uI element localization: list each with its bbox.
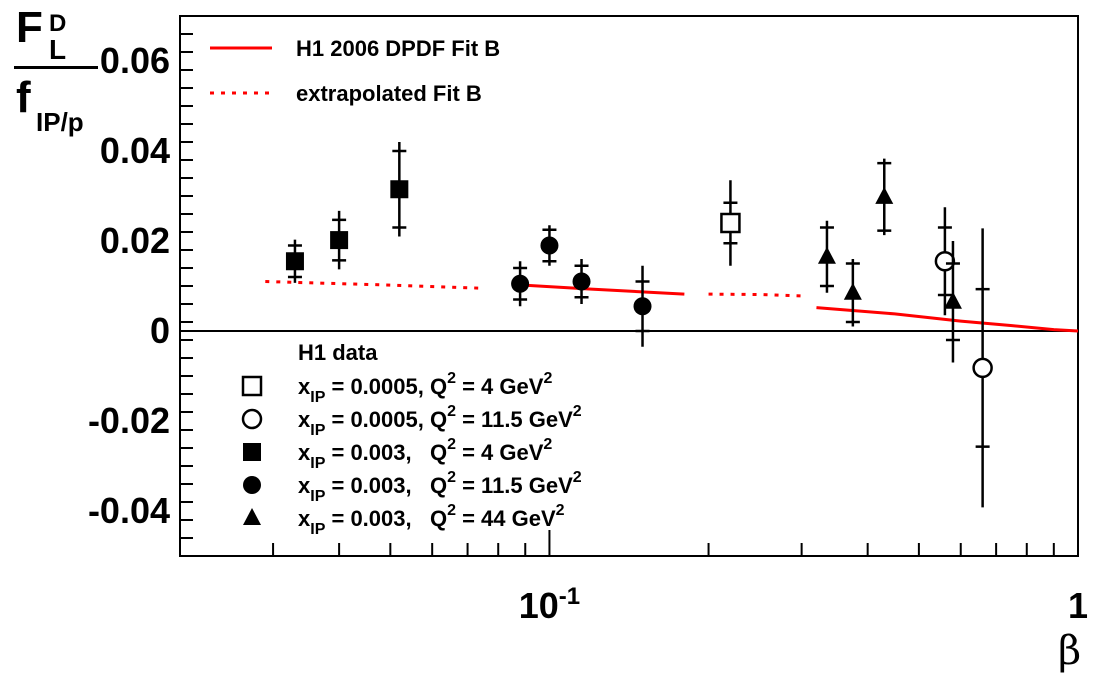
y-axis-numerator-subscript: L [49,34,67,65]
data-point [720,212,741,234]
data-point [843,282,862,300]
legend-label: xIP = 0.003, Q2 = 44 GeV2 [298,502,565,538]
data-point [330,231,349,250]
y-axis-fraction-bar [14,66,98,69]
y-axis-numerator-symbol: F [16,3,43,52]
extrapolated-fit-line [708,292,802,298]
data-point [540,236,559,255]
legend-marker [243,508,261,525]
y-axis-numerator-superscript: D [49,10,67,37]
extrapolated-fit-line [265,280,484,290]
x-tick-label: 10-1 [519,583,580,626]
y-tick-label: 0.02 [100,220,170,261]
data-point [572,272,591,291]
legend-header: H1 data [298,340,378,365]
fit-b-line [816,306,1079,333]
x-tick-label: 1 [1068,585,1088,626]
data-point [943,291,962,309]
data-point [817,246,836,264]
legend-label: xIP = 0.0005, Q2 = 11.5 GeV2 [298,403,582,439]
y-axis-denominator-subscript: IP/p [36,107,84,137]
data-point [390,180,409,199]
legend-label: H1 2006 DPDF Fit B [296,36,500,61]
y-tick-label: -0.02 [88,400,170,441]
y-axis-numerator: F D L [16,3,66,66]
y-tick-label: 0.04 [100,130,170,171]
legend-label: xIP = 0.0005, Q2 = 4 GeV2 [298,370,552,406]
legend-marker [241,408,263,430]
data-point [511,274,530,293]
data-point [285,252,304,271]
y-axis-denominator-symbol: f [16,73,31,122]
legend-marker [243,443,261,461]
data-point [934,251,956,272]
fit-b-line [514,283,685,296]
y-tick-label: -0.04 [88,490,170,531]
y-tick-label: 0 [150,310,170,351]
legend-label: xIP = 0.003, Q2 = 4 GeV2 [298,436,552,472]
x-axis-title: β [1058,628,1082,674]
legend-marker [241,375,263,397]
data-point [875,186,894,204]
legend-label: extrapolated Fit B [296,81,482,106]
legend-marker [243,476,261,494]
y-axis-denominator: f IP/p [16,73,84,138]
data-point [972,357,993,379]
y-axis-title: F D L f IP/p [6,2,98,138]
legend-label: xIP = 0.003, Q2 = 11.5 GeV2 [298,469,582,505]
data-point [633,297,652,316]
y-tick-label: 0.06 [100,40,170,81]
